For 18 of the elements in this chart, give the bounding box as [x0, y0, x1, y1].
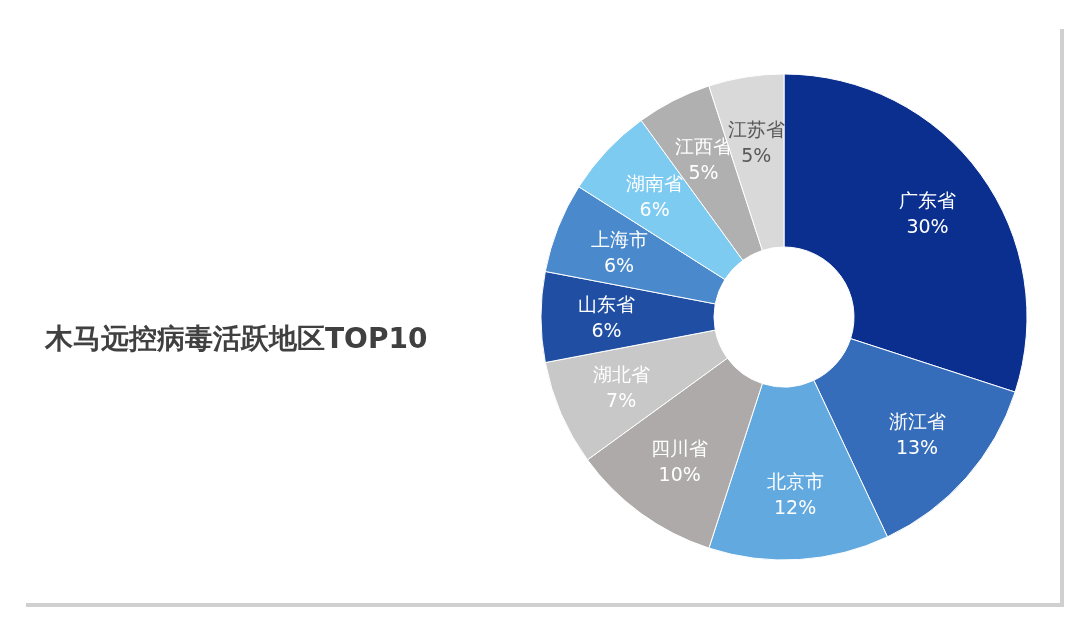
data-label: 10% — [658, 462, 701, 485]
data-label: 13% — [895, 436, 939, 459]
slice-label: 上海市 — [590, 227, 648, 250]
slice-label: 浙江省 — [888, 410, 946, 433]
data-label: 30% — [906, 214, 949, 237]
data-label: 12% — [774, 496, 817, 519]
slice-label: 广东省 — [899, 188, 957, 211]
slice-label: 湖南省 — [626, 171, 684, 194]
data-label: 5% — [688, 160, 719, 183]
slice-label: 四川省 — [651, 436, 709, 459]
data-label: 6% — [639, 197, 670, 220]
data-label: 6% — [603, 253, 635, 276]
data-label: 6% — [591, 319, 622, 341]
slice-label: 山东省 — [578, 293, 636, 315]
slice-label: 北京市 — [766, 470, 824, 493]
data-label: 5% — [741, 143, 772, 166]
slice-label: 江苏省 — [727, 117, 785, 140]
text: 木马远控病毒活跃地区TOP10 — [44, 322, 428, 355]
